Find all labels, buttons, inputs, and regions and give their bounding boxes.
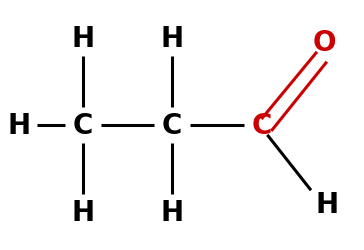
Text: H: H [161,198,184,226]
Text: C: C [251,112,272,140]
Text: H: H [161,25,184,53]
Text: C: C [72,112,93,140]
Text: H: H [71,198,94,226]
Text: C: C [162,112,182,140]
Text: O: O [312,29,336,57]
Text: H: H [8,112,31,140]
Text: H: H [71,25,94,53]
Text: H: H [315,190,339,218]
